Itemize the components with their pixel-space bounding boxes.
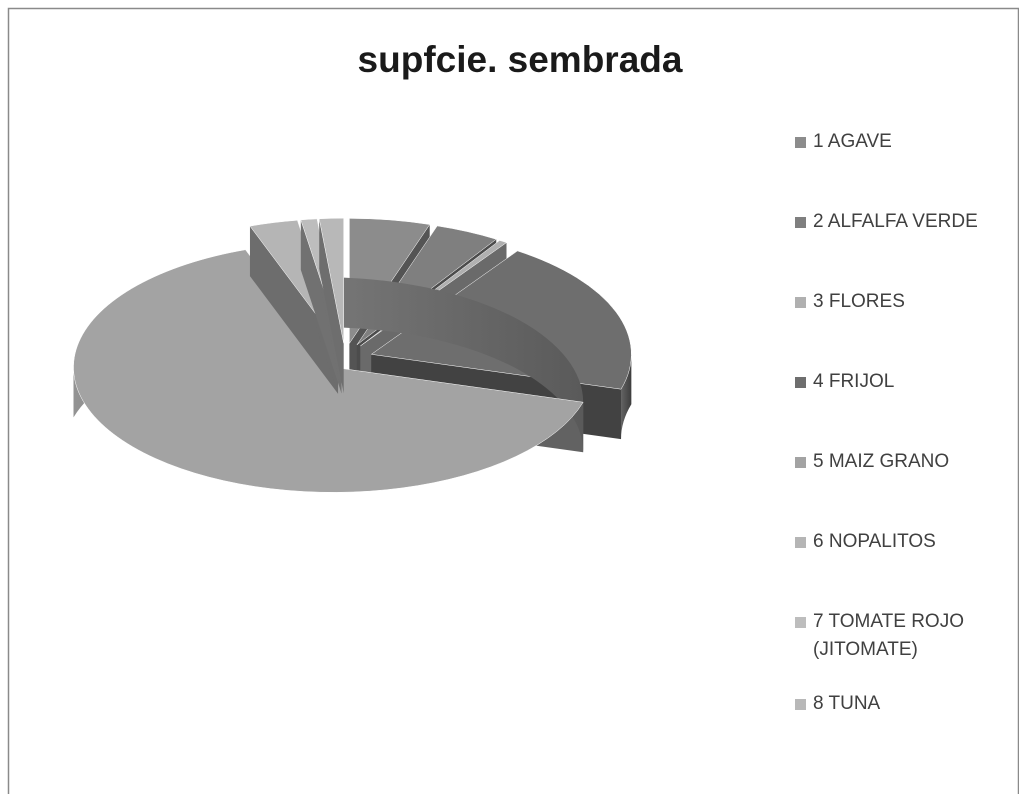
chart-title: supfcie. sembrada: [358, 39, 683, 80]
legend-item: 3 FLORES: [795, 288, 1010, 316]
legend-swatch: [795, 617, 806, 628]
legend-label: 8 TUNA: [813, 693, 881, 714]
legend-swatch: [795, 297, 806, 308]
slice-wall: [249, 226, 339, 394]
slice-wall: [300, 219, 342, 394]
legend-label: 2 ALFALFA VERDE: [813, 211, 978, 232]
legend-label: 6 NOPALITOS: [813, 531, 936, 552]
legend-item: 8 TUNA: [795, 690, 1010, 718]
legend-item: 4 FRIJOL: [795, 368, 1010, 396]
slice-top: [318, 217, 344, 344]
legend-swatch: [795, 699, 806, 710]
legend-item: 7 TOMATE ROJO (JITOMATE): [795, 608, 1010, 664]
legend-swatch: [795, 537, 806, 548]
legend-label: 1 AGAVE: [813, 131, 892, 152]
pie-slice: [318, 217, 344, 394]
legend-item: 6 NOPALITOS: [795, 528, 1010, 556]
legend-swatch: [795, 137, 806, 148]
slice-wall: [319, 218, 344, 394]
legend-label: 4 FRIJOL: [813, 371, 895, 392]
legend-item: 5 MAIZ GRANO: [795, 448, 1010, 476]
legend-swatch: [795, 457, 806, 468]
legend-item: 1 AGAVE: [795, 128, 1010, 156]
legend-label: 3 FLORES: [813, 291, 905, 312]
legend-swatch: [795, 217, 806, 228]
legend-item: 2 ALFALFA VERDE: [795, 208, 1010, 236]
legend-label: 7 TOMATE ROJO (JITOMATE): [813, 611, 964, 660]
legend-swatch: [795, 377, 806, 388]
legend-label: 5 MAIZ GRANO: [813, 451, 950, 472]
